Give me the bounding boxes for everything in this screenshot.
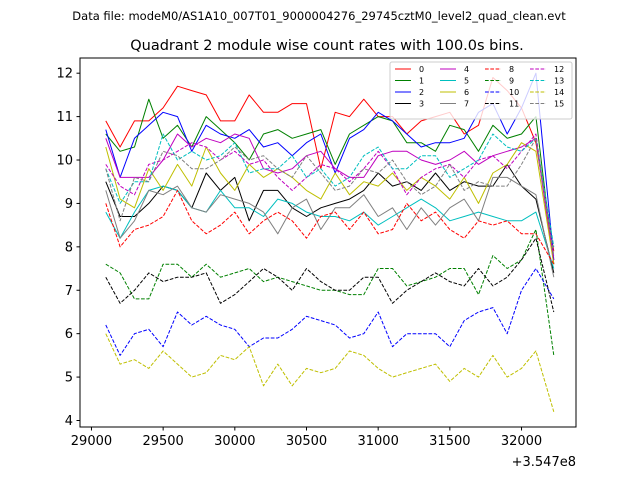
y-tick-label: 12	[56, 67, 73, 82]
series-line-13	[105, 133, 555, 247]
legend-label-6: 6	[464, 88, 469, 97]
legend-label-11: 11	[509, 100, 519, 109]
y-tick-label: 9	[65, 197, 73, 212]
legend-label-7: 7	[464, 100, 469, 109]
chart-title: Quadrant 2 module wise count rates with …	[130, 38, 524, 54]
x-tick-label: 29500	[142, 434, 183, 449]
legend-label-3: 3	[419, 100, 424, 109]
legend-label-12: 12	[554, 65, 564, 74]
legend-label-13: 13	[554, 77, 564, 86]
series-line-9	[105, 229, 555, 356]
y-tick-label: 7	[65, 284, 73, 299]
legend-box	[389, 61, 573, 120]
x-tick-label: 31500	[429, 434, 470, 449]
chart-suptitle: Data file: modeM0/AS1A10_007T01_90000042…	[72, 9, 566, 23]
x-tick-label: 31000	[357, 434, 398, 449]
series-line-12	[105, 133, 555, 260]
series-line-7	[105, 176, 555, 278]
series-line-5	[105, 185, 555, 269]
series-line-15	[105, 137, 555, 256]
x-tick-label: 30500	[286, 434, 327, 449]
series-line-10	[105, 268, 555, 356]
x-tick-label: 32000	[501, 434, 542, 449]
y-tick-label: 6	[65, 327, 73, 342]
series-line-1	[105, 98, 555, 265]
series-line-8	[105, 189, 555, 265]
y-tick-label: 10	[56, 154, 73, 169]
series-line-14	[105, 333, 555, 412]
legend-label-10: 10	[509, 88, 519, 97]
legend-label-0: 0	[419, 65, 424, 74]
legend-label-14: 14	[554, 88, 564, 97]
legend-label-9: 9	[509, 77, 514, 86]
legend-label-15: 15	[554, 100, 564, 109]
series-line-11	[105, 237, 555, 313]
axes-frame	[79, 57, 577, 428]
series-layer	[105, 72, 555, 412]
y-tick-label: 8	[65, 240, 73, 255]
x-tick-label: 29000	[71, 434, 112, 449]
legend-label-4: 4	[464, 65, 469, 74]
series-line-3	[105, 163, 555, 274]
legend-label-1: 1	[419, 77, 424, 86]
series-line-0	[105, 77, 555, 252]
legend-label-2: 2	[419, 88, 424, 97]
y-tick-label: 11	[56, 110, 73, 125]
x-axis: 29000 29500 30000 30500 31000 31500 32000	[71, 427, 542, 449]
legend-label-8: 8	[509, 65, 514, 74]
y-axis: 4 5 6 7 8 9 10 11 12	[56, 67, 80, 429]
y-tick-label: 5	[65, 371, 73, 386]
x-tick-label: 30000	[214, 434, 255, 449]
y-tick-label: 4	[65, 414, 73, 429]
legend-label-5: 5	[464, 77, 469, 86]
x-offset-label: +3.547e8	[512, 455, 576, 470]
series-line-6	[105, 142, 555, 265]
